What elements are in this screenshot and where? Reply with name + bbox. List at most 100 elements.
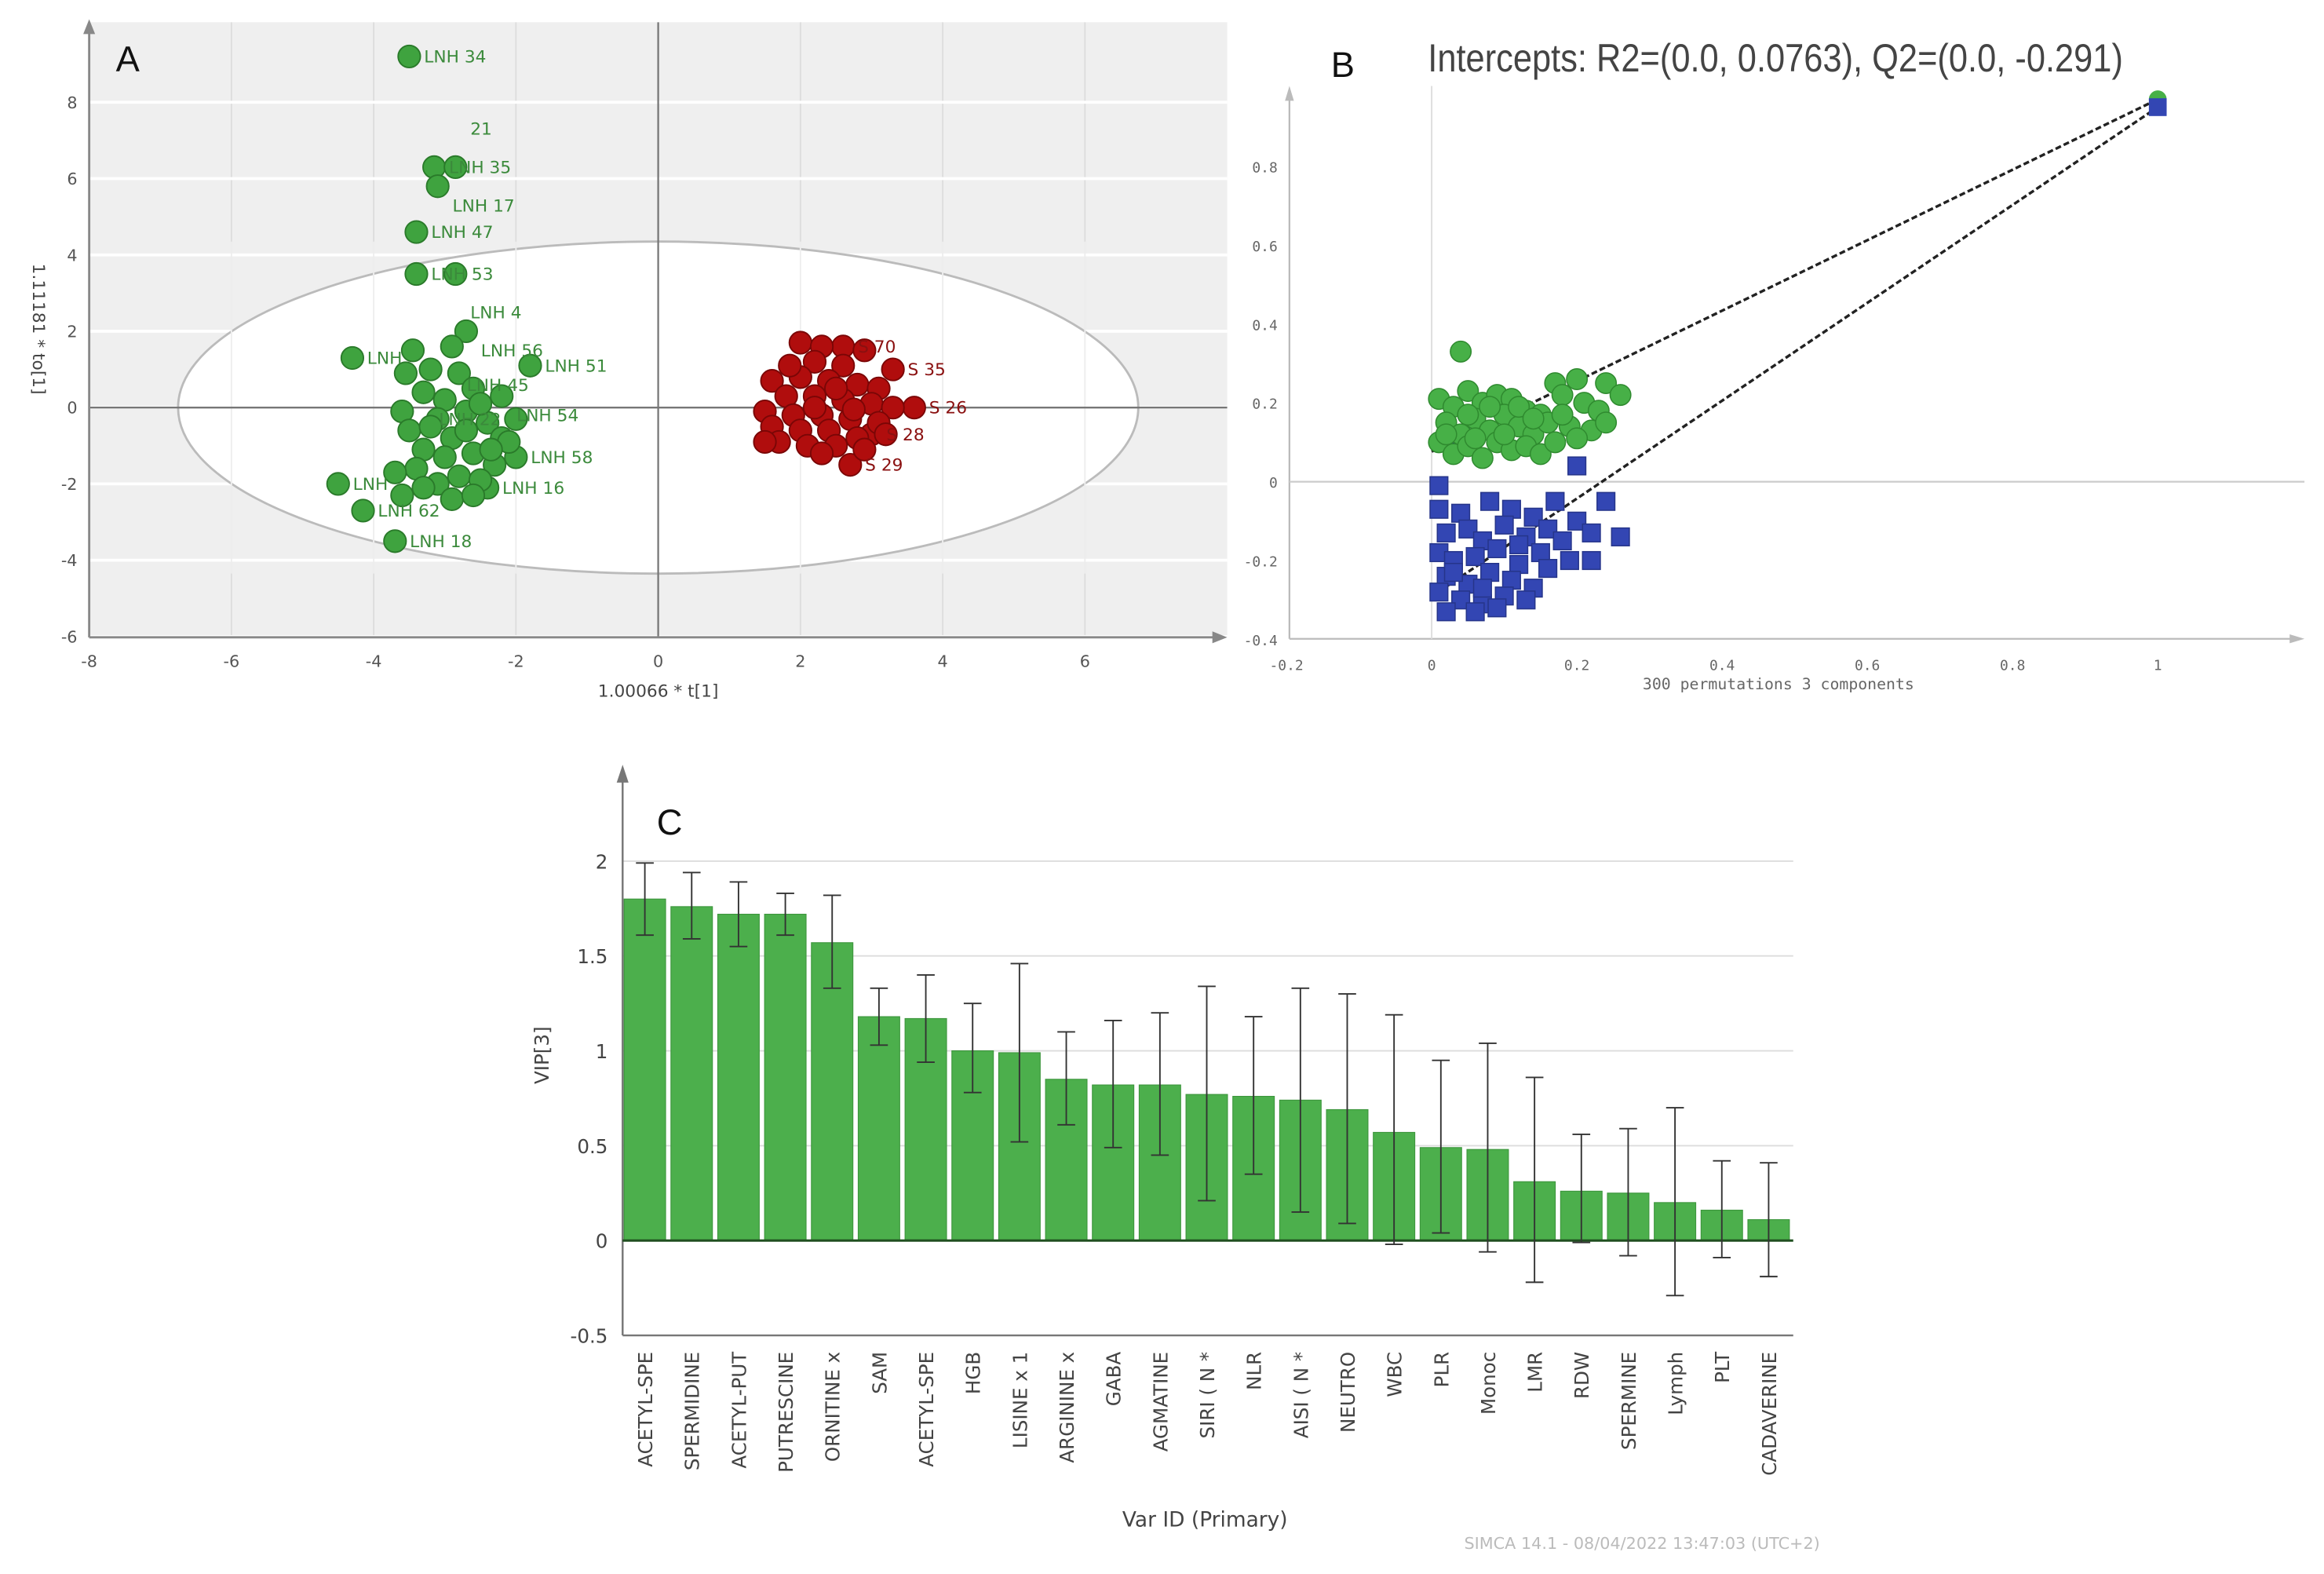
- q2-square-point: [1487, 539, 1507, 559]
- x-category-label: GABA: [1103, 1352, 1126, 1407]
- x-category-label: PUTRESCINE: [775, 1352, 797, 1473]
- y-tick-label: -2: [61, 475, 78, 494]
- r2-circle-point: [1471, 447, 1494, 469]
- bar: [857, 1016, 900, 1241]
- x-axis-label: 300 permutations 3 components: [1643, 675, 1914, 693]
- data-point-lnh: [397, 44, 421, 69]
- data-point-lnh: [400, 338, 425, 363]
- error-bar: [636, 862, 654, 937]
- point-label: S 28: [886, 425, 924, 445]
- q2-square-point: [1501, 499, 1521, 519]
- point-label: 21: [470, 119, 492, 139]
- q2-square-point: [1530, 542, 1550, 563]
- q2-square-point: [1611, 527, 1630, 546]
- x-category-label: ACETYL-SPE: [915, 1352, 938, 1467]
- point-label: S 29: [865, 456, 903, 476]
- q2-square-point: [1480, 491, 1500, 511]
- r2-circle-point: [1551, 384, 1574, 407]
- x-category-label: PLT: [1711, 1351, 1734, 1383]
- x-tick-label: 1: [2154, 657, 2162, 674]
- error-bar: [1432, 1059, 1450, 1234]
- x-category-label: AGMATINE: [1149, 1352, 1172, 1452]
- q2-square-point: [1472, 579, 1492, 598]
- data-point-lnh: [397, 418, 421, 443]
- data-point-s: [802, 349, 827, 374]
- x-category-label: WBC: [1384, 1352, 1406, 1397]
- y-axis-label: 1.11181 * to[1]: [28, 264, 48, 395]
- x-category-label: ACETYL-PUT: [728, 1351, 750, 1469]
- point-label: LNH 22: [439, 410, 501, 429]
- data-point-lnh: [383, 460, 407, 484]
- data-point-lnh: [340, 345, 365, 371]
- q2-square-point: [1443, 563, 1463, 582]
- q2-square-point: [1487, 598, 1507, 618]
- x-category-label: NEUTRO: [1337, 1352, 1359, 1433]
- q2-square-point: [1567, 456, 1587, 476]
- x-tick-label: -4: [366, 652, 382, 671]
- error-bar: [1385, 1013, 1403, 1245]
- r2-circle-point: [1566, 427, 1589, 450]
- error-bar: [1479, 1042, 1497, 1253]
- y-tick-label: 0.4: [1252, 317, 1277, 334]
- x-tick-label: 0: [1428, 657, 1436, 674]
- data-point-lnh: [518, 353, 542, 378]
- point-label: LNH: [367, 349, 403, 369]
- q2-square-point: [1436, 523, 1456, 542]
- y-tick-label: -0.2: [1244, 554, 1278, 571]
- r2-circle-point: [1457, 404, 1479, 426]
- q2-square-point: [1494, 515, 1514, 535]
- x-axis-arrow-icon: [2289, 634, 2305, 644]
- y-tick-label: 4: [67, 246, 77, 265]
- r2-circle-point: [1457, 380, 1479, 403]
- x-axis-label: 1.00066 * t[1]: [598, 681, 719, 701]
- data-point-lnh: [351, 498, 375, 523]
- point-label: LNH 35: [449, 158, 511, 177]
- error-bar: [1525, 1076, 1544, 1284]
- x-tick-label: -0.2: [1270, 657, 1304, 674]
- q2-square-point: [1582, 523, 1601, 542]
- x-category-label: HGB: [962, 1352, 985, 1394]
- error-bar: [1572, 1133, 1591, 1243]
- x-category-label: ORNITINE x: [822, 1352, 845, 1462]
- y-tick-label: -6: [61, 627, 78, 646]
- data-point-lnh: [411, 476, 436, 500]
- x-category-label: PLR: [1430, 1352, 1453, 1388]
- point-label: LNH 47: [431, 223, 493, 243]
- error-bar: [823, 894, 841, 989]
- panel-label-a: A: [116, 39, 140, 79]
- r2-circle-point: [1522, 407, 1545, 430]
- data-point-lnh: [443, 155, 468, 180]
- point-label: LNH 51: [545, 356, 607, 376]
- q2-square-point: [1516, 590, 1536, 610]
- y-tick-label: 0: [67, 399, 77, 418]
- error-bar: [1151, 1012, 1169, 1156]
- y-tick-label: 0: [1269, 475, 1278, 491]
- data-point-lnh: [418, 357, 443, 382]
- r2-circle-point: [1551, 404, 1574, 426]
- data-point-s: [902, 396, 926, 420]
- y-axis-label: VIP[3]: [531, 1026, 553, 1084]
- data-point-lnh: [468, 392, 493, 416]
- data-point-lnh: [393, 361, 418, 385]
- x-category-label: RDW: [1571, 1352, 1593, 1399]
- q2-original-point: [2148, 98, 2167, 116]
- y-tick-label: 2: [596, 850, 608, 873]
- r2-circle-point: [1493, 423, 1516, 446]
- error-bar: [1198, 985, 1216, 1202]
- x-category-label: LMR: [1524, 1352, 1547, 1393]
- y-tick-label: 0.6: [1252, 239, 1277, 255]
- data-point-s: [760, 369, 784, 393]
- data-point-lnh: [404, 220, 429, 244]
- data-point-lnh: [454, 418, 479, 443]
- data-point-s: [874, 422, 898, 447]
- q2-square-point: [1480, 563, 1500, 582]
- q2-square-point: [1465, 602, 1485, 622]
- error-bar: [1619, 1127, 1637, 1257]
- q2-regression-line: [1431, 106, 2159, 598]
- x-tick-label: 0: [653, 652, 663, 671]
- x-category-label: SPERMINE: [1618, 1352, 1640, 1450]
- x-category-label: NLR: [1243, 1352, 1266, 1390]
- x-tick-label: 0.8: [2000, 657, 2025, 674]
- data-point-lnh: [425, 174, 450, 199]
